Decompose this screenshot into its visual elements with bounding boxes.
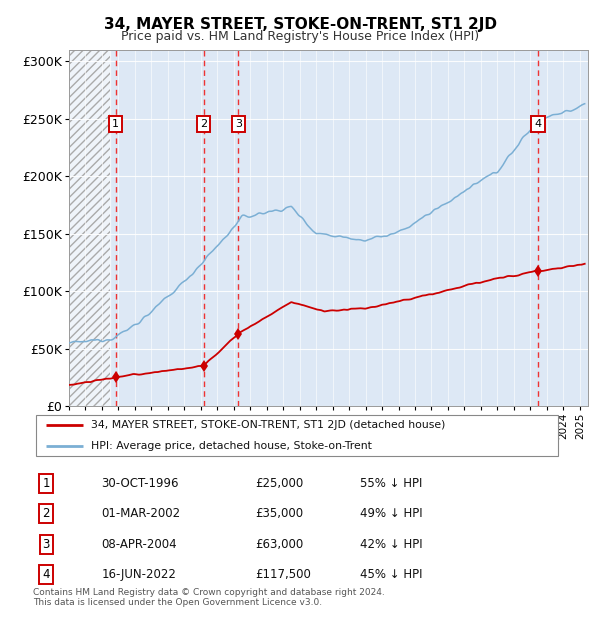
Text: £117,500: £117,500 bbox=[255, 568, 311, 581]
Text: 4: 4 bbox=[535, 119, 541, 130]
Text: 01-MAR-2002: 01-MAR-2002 bbox=[101, 507, 181, 520]
Text: 30-OCT-1996: 30-OCT-1996 bbox=[101, 477, 179, 490]
Text: 2: 2 bbox=[43, 507, 50, 520]
Text: HPI: Average price, detached house, Stoke-on-Trent: HPI: Average price, detached house, Stok… bbox=[91, 441, 372, 451]
Text: 16-JUN-2022: 16-JUN-2022 bbox=[101, 568, 176, 581]
Text: 45% ↓ HPI: 45% ↓ HPI bbox=[361, 568, 423, 581]
Text: £35,000: £35,000 bbox=[255, 507, 303, 520]
Text: 34, MAYER STREET, STOKE-ON-TRENT, ST1 2JD: 34, MAYER STREET, STOKE-ON-TRENT, ST1 2J… bbox=[104, 17, 497, 32]
Text: 1: 1 bbox=[43, 477, 50, 490]
Text: 08-APR-2004: 08-APR-2004 bbox=[101, 538, 177, 551]
Text: 4: 4 bbox=[43, 568, 50, 581]
Text: Price paid vs. HM Land Registry's House Price Index (HPI): Price paid vs. HM Land Registry's House … bbox=[121, 30, 479, 43]
FancyBboxPatch shape bbox=[35, 415, 559, 456]
Text: 2: 2 bbox=[200, 119, 207, 130]
Text: 55% ↓ HPI: 55% ↓ HPI bbox=[361, 477, 423, 490]
Text: £63,000: £63,000 bbox=[255, 538, 303, 551]
Bar bbox=[69, 50, 110, 406]
Text: 49% ↓ HPI: 49% ↓ HPI bbox=[361, 507, 423, 520]
Text: 3: 3 bbox=[235, 119, 242, 130]
Text: 3: 3 bbox=[43, 538, 50, 551]
Bar bbox=[69, 50, 110, 406]
Text: 1: 1 bbox=[112, 119, 119, 130]
Text: 42% ↓ HPI: 42% ↓ HPI bbox=[361, 538, 423, 551]
Text: £25,000: £25,000 bbox=[255, 477, 303, 490]
Text: 34, MAYER STREET, STOKE-ON-TRENT, ST1 2JD (detached house): 34, MAYER STREET, STOKE-ON-TRENT, ST1 2J… bbox=[91, 420, 445, 430]
Text: Contains HM Land Registry data © Crown copyright and database right 2024.
This d: Contains HM Land Registry data © Crown c… bbox=[33, 588, 385, 607]
